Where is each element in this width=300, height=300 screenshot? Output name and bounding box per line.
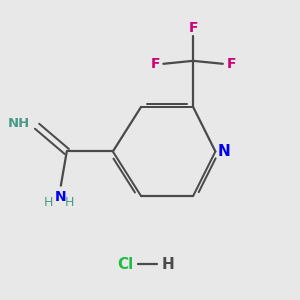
Text: Cl: Cl [117,257,134,272]
Text: F: F [188,21,198,35]
Text: F: F [226,57,236,71]
Text: F: F [150,57,160,71]
Text: N: N [217,144,230,159]
Text: NH: NH [8,117,30,130]
Text: N: N [55,190,67,204]
Text: H: H [162,257,175,272]
Text: H: H [44,196,53,209]
Text: H: H [65,196,74,209]
